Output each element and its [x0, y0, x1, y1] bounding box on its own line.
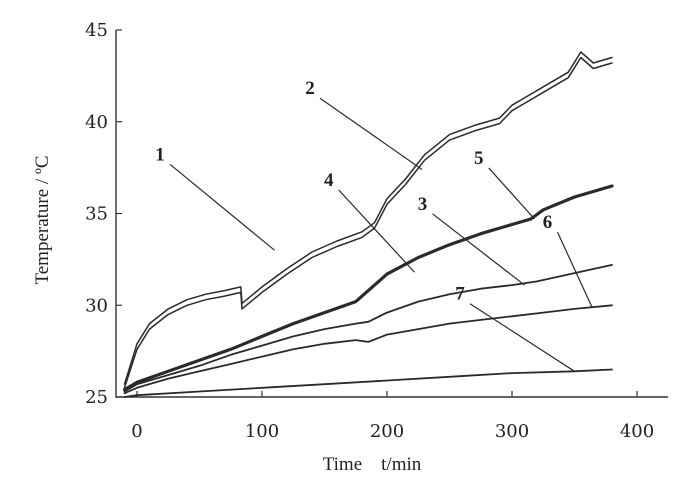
chart-series — [122, 51, 614, 398]
y-tick-label: 35 — [85, 204, 108, 225]
x-tick-label: 300 — [495, 421, 529, 442]
x-tick-label: 200 — [370, 421, 404, 442]
series-line-2 — [123, 51, 613, 385]
series-line-6 — [123, 368, 613, 398]
y-tick-label: 45 — [85, 20, 108, 41]
callout-label-4: 4 — [324, 170, 334, 191]
callout-label-5: 5 — [474, 148, 484, 169]
x-tick-label: 100 — [245, 421, 279, 442]
series-line-5 — [122, 184, 614, 392]
callout-leader-4 — [338, 189, 415, 273]
series-line-4 — [123, 304, 613, 395]
callout-leader-7 — [469, 303, 575, 372]
series-line-3 — [123, 263, 613, 393]
callout-label-2: 2 — [305, 78, 315, 99]
callout-label-1: 1 — [155, 144, 165, 165]
y-tick-label: 25 — [85, 387, 108, 408]
callout-leader-2 — [319, 97, 423, 170]
callout-leader-1 — [169, 163, 275, 251]
callout-label-6: 6 — [543, 212, 553, 233]
x-axis-title: Time t/min — [323, 454, 422, 475]
callout-leader-6 — [556, 231, 593, 308]
chart-annotations: 1 2 4 5 3 6 7 — [155, 78, 593, 372]
callout-label-3: 3 — [418, 194, 428, 215]
x-tick-label: 0 — [131, 421, 142, 442]
y-tick-label: 30 — [85, 295, 108, 316]
callout-label-7: 7 — [455, 284, 465, 305]
callout-leader-5 — [488, 167, 535, 220]
y-axis-title: Temperature / ºC — [32, 155, 53, 284]
axis-frame — [115, 30, 668, 398]
callout-leader-3 — [432, 213, 525, 286]
y-tick-label: 40 — [85, 112, 108, 133]
x-tick-label: 400 — [620, 421, 654, 442]
series-line-1 — [123, 56, 613, 389]
